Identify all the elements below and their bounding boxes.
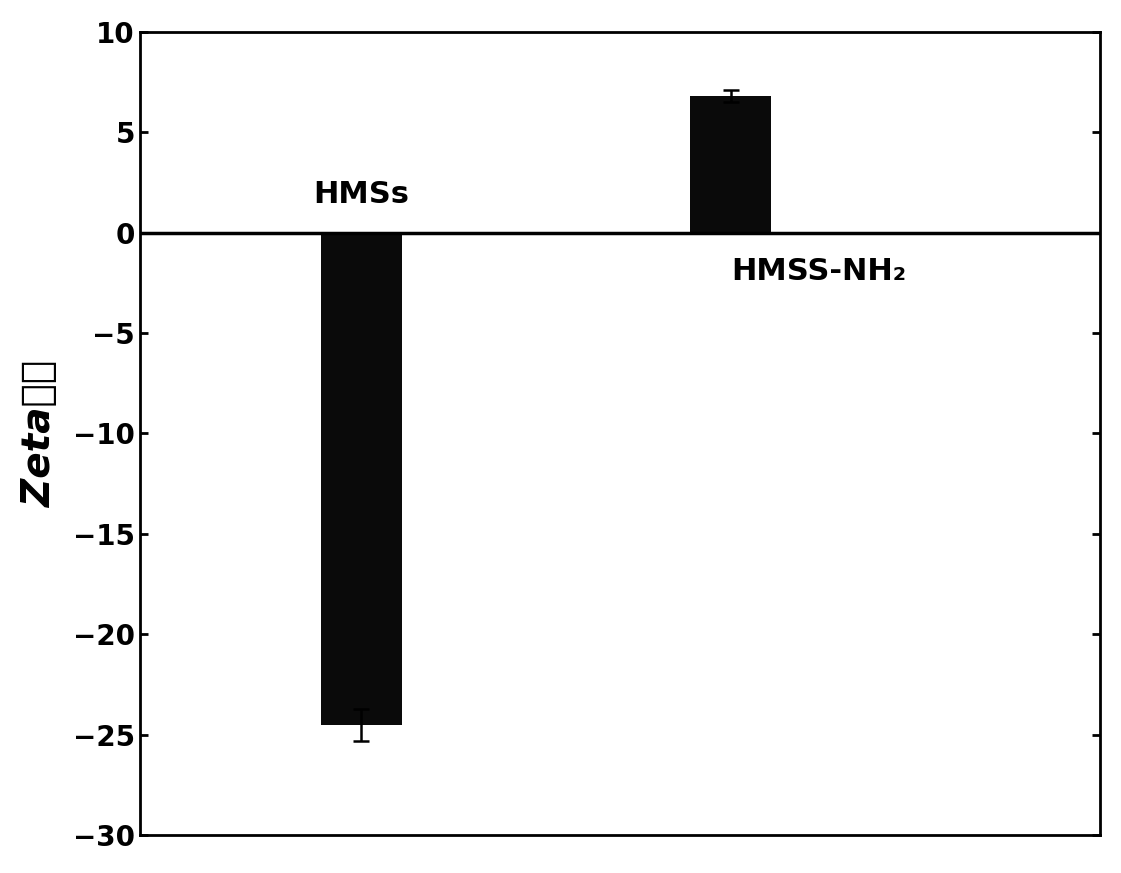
- Text: HMSS-NH₂: HMSS-NH₂: [731, 257, 906, 285]
- Bar: [691, 96, 771, 233]
- Y-axis label: Zeta电势: Zeta电势: [21, 361, 58, 506]
- Text: HMSs: HMSs: [314, 180, 409, 209]
- Bar: [321, 233, 402, 725]
